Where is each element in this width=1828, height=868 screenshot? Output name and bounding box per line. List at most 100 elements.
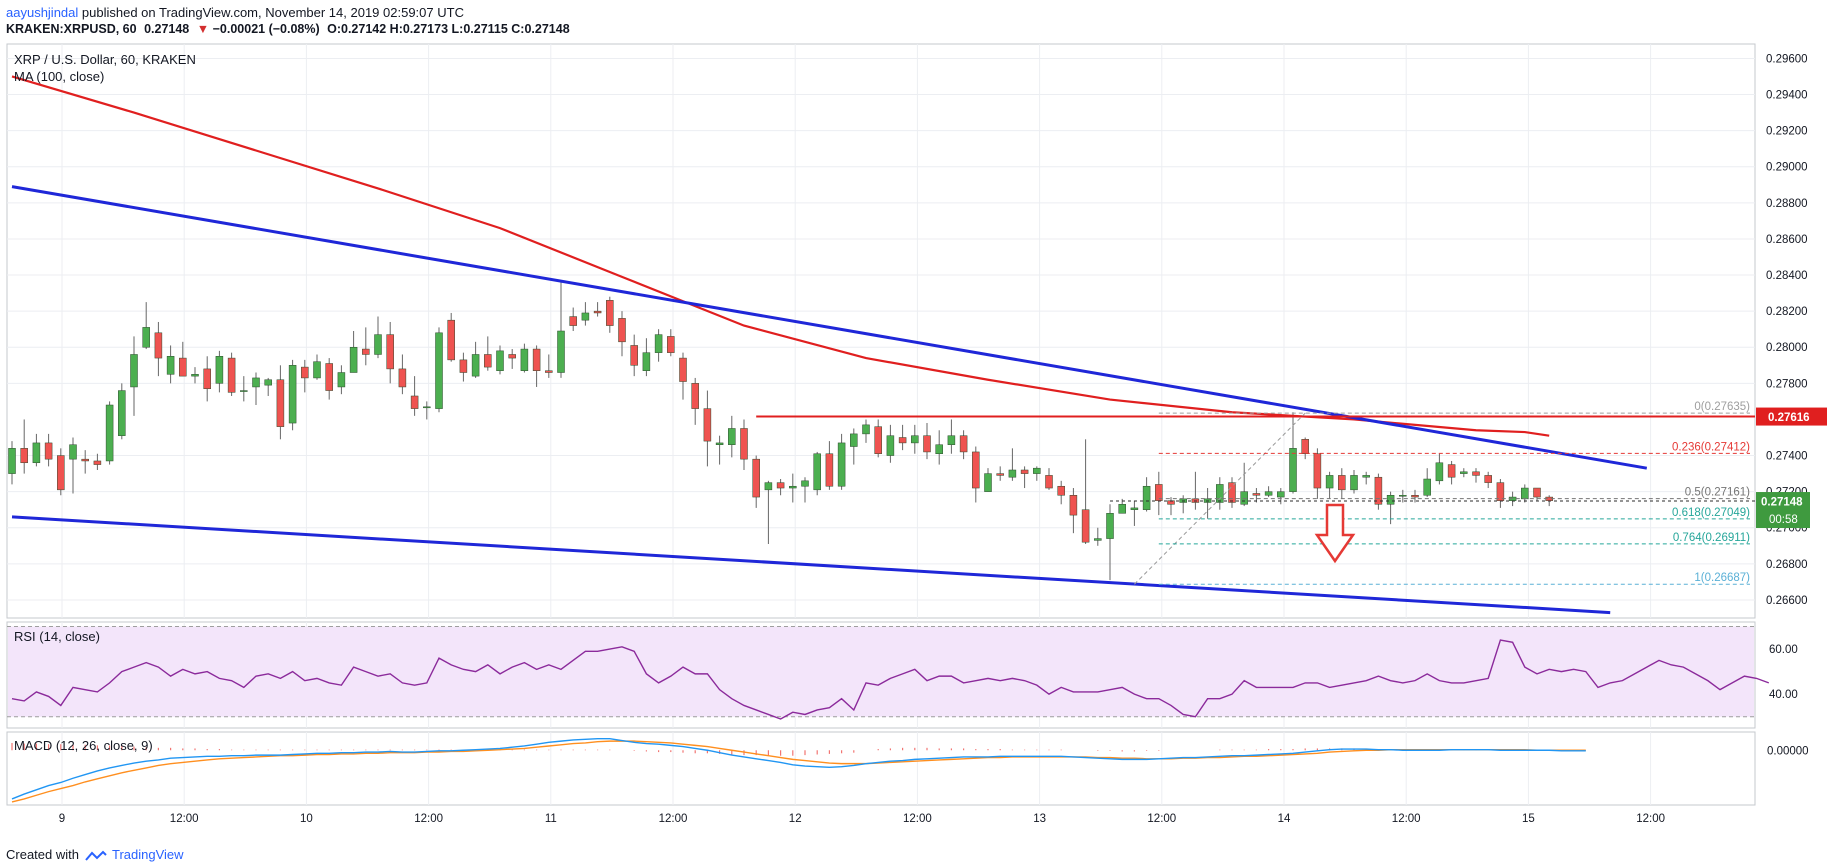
bear-candle: [545, 370, 553, 373]
bear-candle: [569, 316, 577, 326]
bear-candle: [1057, 485, 1065, 496]
bull-candle: [496, 350, 504, 371]
bear-candle: [679, 357, 687, 382]
bull-candle: [984, 473, 992, 492]
symbol-name: KRAKEN:XRPUSD, 60: [6, 22, 137, 36]
bear-candle: [691, 383, 699, 409]
time-tick-label: 12:00: [1392, 813, 1421, 825]
bear-candle: [44, 442, 53, 460]
created-with-text: Created with: [6, 847, 79, 862]
bear-candle: [752, 458, 760, 498]
ma-label: MA (100, close): [14, 69, 104, 84]
bull-candle: [1240, 491, 1248, 505]
author-link[interactable]: aayushjindal: [6, 5, 79, 20]
bull-candle: [813, 453, 821, 491]
bull-candle: [801, 480, 809, 487]
bull-candle: [288, 365, 297, 424]
bear-candle: [1533, 487, 1541, 498]
bull-candle: [764, 482, 773, 491]
bear-candle: [630, 345, 638, 366]
bear-candle: [959, 435, 968, 453]
bear-candle: [740, 428, 748, 460]
upper-trendline: [11, 185, 1648, 470]
bear-candle: [1313, 453, 1322, 489]
fib-level-label: 0.764(0.26911): [1673, 532, 1750, 544]
lower-trendline: [11, 515, 1611, 615]
tradingview-link[interactable]: TradingView: [112, 847, 184, 862]
publish-line: aayushjindal published on TradingView.co…: [6, 5, 464, 20]
price-tick-label: 0.28800: [1766, 198, 1808, 210]
bull-candle: [654, 334, 663, 353]
chart-axes: 0.29600 0.29400 0.29200 0.29000 0.28800 0.286…: [59, 53, 1827, 825]
bull-candle: [935, 444, 943, 454]
fib-level-label: 0.5(0.27161): [1685, 487, 1750, 499]
bear-candle: [81, 458, 89, 462]
bull-candle: [215, 356, 224, 384]
bull-candle: [8, 448, 16, 474]
down-arrow-icon: [1314, 503, 1356, 564]
bull-candle: [1118, 504, 1126, 514]
bull-candle: [313, 361, 321, 379]
bear-candle: [1301, 439, 1309, 454]
bear-candle: [1069, 495, 1078, 516]
bull-candle: [1130, 507, 1139, 510]
bull-candle: [1362, 475, 1370, 478]
fib-level-label: 0(0.27635): [1694, 401, 1750, 413]
time-tick-label: 12:00: [1636, 813, 1665, 825]
bull-candle: [191, 374, 199, 377]
time-tick-label: 15: [1522, 813, 1535, 825]
time-tick-label: 12:00: [903, 813, 932, 825]
bear-candle: [923, 435, 931, 453]
bull-candle: [130, 354, 138, 388]
bear-candle: [57, 455, 65, 491]
rsi-pane: [7, 626, 1770, 720]
fib-level-label: 0.618(0.27049): [1672, 507, 1750, 519]
tradingview-logo-icon: [84, 850, 107, 861]
bull-candle: [1289, 448, 1297, 492]
bull-candle: [337, 372, 346, 388]
bull-candle: [1399, 495, 1407, 497]
bull-candle: [1460, 471, 1468, 474]
time-tick-label: 14: [1278, 813, 1291, 825]
bear-candle: [1447, 464, 1456, 478]
price-tick-label: 0.29600: [1766, 53, 1808, 65]
bull-candle: [1423, 478, 1431, 496]
ohlc-values: O:0.27142 H:0.27173 L:0.27115 C:0.27148: [327, 22, 570, 36]
bull-candle: [1435, 462, 1444, 482]
bear-candle: [667, 336, 675, 353]
price-tick-label: 0.26800: [1766, 559, 1808, 571]
bear-candle: [1472, 471, 1480, 476]
fib-level-label: 1(0.26687): [1694, 572, 1750, 584]
change-arrow-icon: ▼: [196, 22, 210, 36]
current-price-label: 0.27148: [1761, 497, 1803, 509]
bull-candle: [240, 390, 248, 392]
bear-candle: [1228, 482, 1236, 503]
bear-candle: [386, 334, 394, 370]
bull-candle: [252, 377, 260, 388]
bear-candle: [154, 332, 163, 359]
ma100-line: [11, 75, 1550, 437]
bear-candle: [618, 318, 626, 343]
bull-candle: [520, 348, 529, 371]
bear-candle: [776, 482, 785, 489]
bear-candle: [203, 368, 211, 390]
time-tick-label: 10: [300, 813, 313, 825]
bear-candle: [398, 368, 407, 388]
bull-candle: [471, 354, 480, 377]
price-tick-label: 0.28200: [1766, 306, 1808, 318]
bar-countdown-label: 00:58: [1769, 514, 1798, 526]
price-pane: 0(0.27635) 0.236(0.27412) 0.5(0.27161) 0.61…: [8, 75, 1755, 615]
bull-candle: [166, 356, 175, 375]
bear-candle: [276, 379, 285, 427]
macd-pane-frame: [6, 731, 1756, 806]
bear-candle: [593, 310, 602, 314]
macd-signal-line: [11, 740, 1586, 803]
bull-candle: [264, 379, 272, 386]
price-tick-label: 0.28000: [1766, 342, 1808, 354]
bear-candle: [1374, 476, 1383, 505]
bull-candle: [557, 330, 565, 373]
bull-candle: [1350, 475, 1358, 491]
bear-candle: [484, 354, 492, 368]
fib-swing-line: [1134, 412, 1306, 585]
